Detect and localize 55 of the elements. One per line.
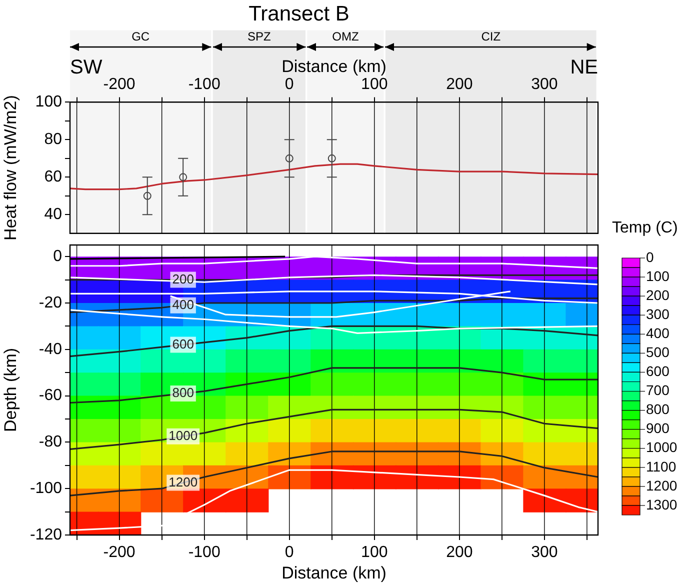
y-tick-label: 100 <box>35 94 62 111</box>
y-tick-label: -100 <box>30 480 62 498</box>
y-tick-label: -120 <box>30 526 62 544</box>
band-label: GC <box>132 30 150 44</box>
x-tick-label: 200 <box>446 76 473 94</box>
color-bar-label: 600 <box>646 363 670 380</box>
color-bar-label: 400 <box>646 325 670 342</box>
x-tick-label: -200 <box>103 544 136 562</box>
color-bar-label: 800 <box>646 401 670 418</box>
x-tick-label: 100 <box>361 544 388 562</box>
y-tick-label: 40 <box>44 206 62 224</box>
color-bar-label: 300 <box>646 306 670 322</box>
y-axis-title: Heat flow (mW/m2) <box>0 95 20 241</box>
y-tick-label: 0 <box>53 248 62 266</box>
text: NE <box>570 56 598 79</box>
x-tick-label: -200 <box>103 76 136 94</box>
x-tick-label: 300 <box>531 76 558 94</box>
text: SW <box>70 56 102 79</box>
y-tick-label: 80 <box>44 131 62 148</box>
series-label: 1000 <box>168 428 198 443</box>
y-tick-label: -80 <box>38 434 62 451</box>
series-label: 800 <box>172 385 194 400</box>
x-axis-title: Distance (km) <box>282 57 386 76</box>
color-bar-label: 900 <box>646 420 670 436</box>
x-axis-title: Distance (km) <box>282 563 386 582</box>
x-tick-label: -100 <box>188 544 220 562</box>
chart-title: Transect B <box>248 2 350 26</box>
series-label: 400 <box>172 296 194 312</box>
color-bar-label: 1300 <box>646 496 678 512</box>
band-label: OMZ <box>332 30 359 44</box>
band-label: CIZ <box>481 30 501 44</box>
x-tick-label: 0 <box>284 76 294 94</box>
series-label: 1200 <box>168 474 198 490</box>
y-axis-title: Depth (km) <box>0 348 20 432</box>
color-bar-label: 200 <box>646 286 670 303</box>
x-tick-label: 200 <box>446 544 473 562</box>
x-tick-label: 100 <box>361 76 388 94</box>
color-bar-label: 1100 <box>646 458 676 474</box>
color-bar-label: 1000 <box>646 439 678 456</box>
color-bar-title: Temp (C) <box>612 219 678 236</box>
y-tick-label: -20 <box>38 294 62 312</box>
color-bar-label: 0 <box>646 248 654 265</box>
color-bar-label: 700 <box>646 382 670 398</box>
color-bar-label: 500 <box>646 344 670 360</box>
x-tick-label: 0 <box>284 544 294 562</box>
x-tick-label: 300 <box>531 544 558 562</box>
series-label: 600 <box>172 336 194 352</box>
series-label: 200 <box>172 271 194 286</box>
y-tick-label: -40 <box>38 340 62 358</box>
color-bar-label: 1200 <box>646 477 678 494</box>
color-bar-label: 100 <box>646 268 670 284</box>
x-tick-label: -100 <box>188 76 220 94</box>
y-tick-label: 60 <box>44 168 62 186</box>
band-label: SPZ <box>248 30 271 44</box>
y-tick-label: -60 <box>38 387 62 404</box>
